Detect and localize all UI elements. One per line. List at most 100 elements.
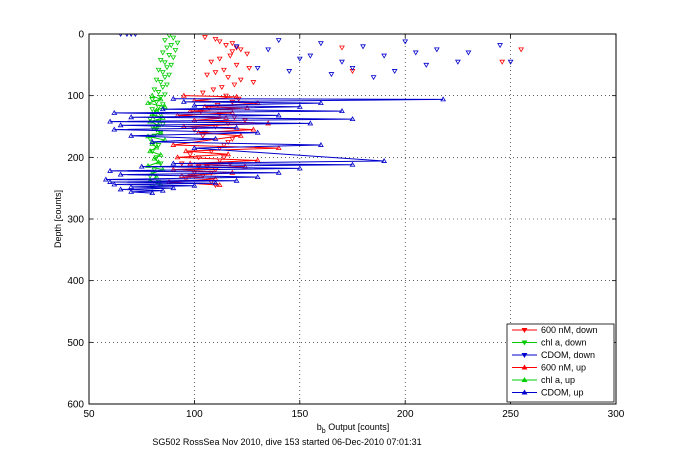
- data-point: [170, 142, 177, 147]
- data-point: [412, 50, 419, 56]
- legend: 600 nM, down chl a, down CDOM, down 600 nM,…: [506, 323, 615, 403]
- data-point: [183, 148, 189, 154]
- data-point: [149, 190, 156, 196]
- data-point: [102, 176, 109, 182]
- data-point: [402, 39, 409, 45]
- data-point: [159, 50, 166, 56]
- data-point: [254, 157, 261, 163]
- data-point: [149, 97, 156, 103]
- data-point: [117, 171, 124, 177]
- legend-marker: [521, 364, 528, 370]
- y-tick-label: 500: [67, 338, 84, 349]
- data-point: [159, 106, 166, 112]
- data-point: [159, 102, 166, 108]
- data-point: [170, 55, 177, 61]
- x-tick-label: 300: [608, 409, 625, 420]
- data-point: [161, 75, 168, 81]
- legend-marker: [521, 340, 528, 346]
- data-point: [212, 36, 219, 42]
- data-point: [227, 53, 234, 59]
- data-point: [455, 59, 461, 65]
- data-point: [170, 35, 177, 41]
- data-point: [155, 143, 162, 148]
- legend-box: [506, 323, 615, 403]
- data-point: [157, 80, 164, 86]
- series-cdom-up: [102, 95, 447, 196]
- data-point: [275, 38, 282, 44]
- legend-label: CDOM, down: [541, 350, 595, 360]
- data-point: [199, 133, 206, 139]
- data-point: [161, 92, 168, 98]
- data-point: [164, 82, 170, 88]
- data-point: [204, 72, 210, 78]
- data-point: [225, 151, 232, 157]
- data-point: [244, 51, 250, 57]
- data-point: [161, 38, 168, 44]
- data-point: [174, 154, 181, 160]
- data-point: [225, 139, 232, 145]
- data-point: [233, 177, 240, 183]
- y-tick-label: 0: [78, 30, 84, 41]
- data-point: [518, 47, 525, 53]
- data-point: [149, 138, 156, 144]
- data-point: [157, 96, 164, 102]
- data-point: [155, 90, 162, 95]
- data-point: [151, 155, 158, 161]
- data-point: [233, 62, 240, 68]
- data-point: [111, 126, 118, 132]
- x-axis-label: bb Output [counts]: [317, 422, 389, 435]
- data-point: [145, 100, 151, 106]
- data-point: [212, 180, 219, 186]
- data-point: [218, 85, 225, 91]
- data-point: [233, 124, 240, 130]
- data-point: [180, 98, 187, 104]
- data-point: [254, 129, 261, 135]
- data-point: [170, 185, 177, 191]
- data-point: [265, 47, 272, 53]
- data-point: [183, 176, 189, 182]
- data-point: [187, 152, 194, 158]
- data-point: [465, 50, 472, 56]
- data-point: [159, 85, 166, 91]
- data-point: [339, 59, 345, 65]
- data-point: [208, 59, 215, 65]
- data-point: [296, 56, 303, 62]
- data-point: [157, 151, 164, 157]
- data-point: [157, 129, 164, 135]
- data-point: [168, 43, 175, 49]
- data-point: [155, 67, 162, 73]
- data-point: [157, 94, 164, 100]
- data-point: [202, 35, 208, 41]
- data-point: [153, 144, 160, 150]
- data-point: [111, 109, 118, 115]
- data-point: [223, 43, 229, 49]
- data-point: [166, 34, 172, 39]
- series-line: [146, 95, 167, 185]
- data-point: [254, 65, 261, 71]
- data-point: [229, 49, 236, 55]
- data-point: [250, 126, 257, 132]
- data-point: [199, 90, 206, 96]
- x-tick-label: 200: [397, 409, 414, 420]
- data-point: [107, 167, 113, 173]
- data-point: [237, 47, 244, 53]
- data-point: [170, 95, 177, 101]
- data-point: [286, 69, 293, 74]
- data-point: [149, 107, 156, 113]
- y-tick-label: 600: [67, 400, 84, 411]
- data-point: [191, 182, 198, 188]
- data-point: [507, 59, 514, 65]
- legend-marker: [521, 389, 528, 395]
- data-point: [317, 142, 324, 147]
- data-point: [296, 165, 303, 171]
- data-point: [117, 122, 124, 128]
- data-point: [128, 132, 135, 138]
- data-point: [107, 179, 113, 184]
- y-tick-label: 200: [67, 153, 84, 164]
- data-point: [216, 56, 223, 62]
- data-point: [180, 92, 187, 98]
- data-point: [391, 69, 398, 74]
- legend-label: 600 nM, down: [541, 325, 598, 335]
- legend-label: chl a, down: [541, 338, 587, 348]
